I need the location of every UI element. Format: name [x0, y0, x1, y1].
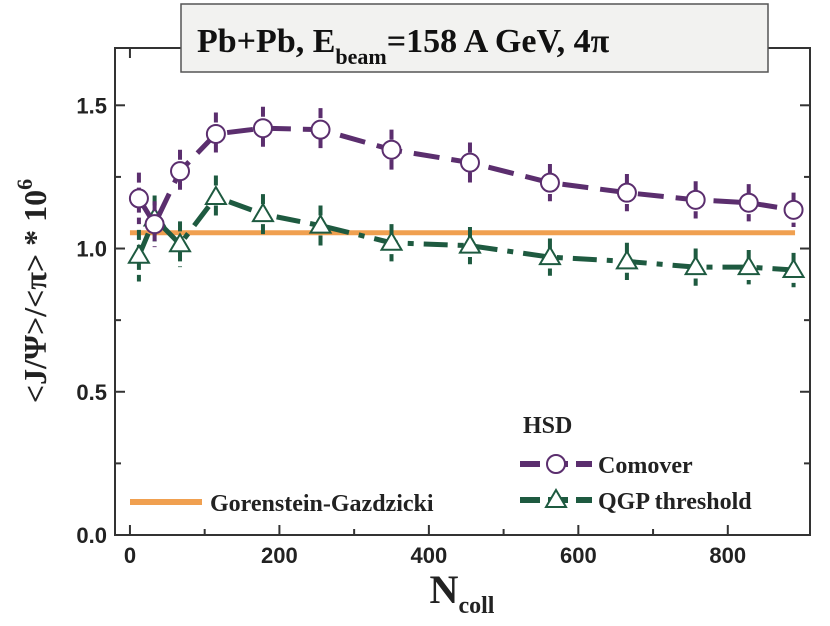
x-axis-title: Ncoll	[430, 567, 495, 619]
legend-header: HSD	[523, 413, 572, 439]
legend-label-qgp: QGP threshold	[598, 489, 752, 515]
data-point-qgp-threshold	[168, 232, 192, 253]
legend-marker-qgp	[544, 488, 568, 508]
data-point-qgp-threshold	[538, 245, 562, 266]
data-point-qgp-threshold	[251, 202, 275, 223]
x-tick-label: 800	[709, 543, 746, 568]
legend-label-gorenstein: Gorenstein-Gazdzicki	[210, 491, 434, 517]
plot-area	[114, 47, 811, 536]
x-tick-label: 600	[560, 543, 597, 568]
data-point-comover	[381, 139, 402, 160]
data-point-qgp-threshold	[204, 184, 228, 205]
x-tick-label: 200	[261, 543, 298, 568]
data-point-qgp-threshold	[127, 243, 151, 264]
legend: HSD Comover QGP threshold Gorenstein-Gaz…	[130, 413, 752, 517]
title-subscript: beam	[335, 44, 386, 69]
legend-marker-comover	[546, 454, 566, 474]
y-tick-label: 0.5	[76, 380, 107, 405]
legend-item-gorenstein: Gorenstein-Gazdzicki	[130, 491, 434, 517]
legend-label-comover: Comover	[598, 453, 693, 479]
data-point-qgp-threshold	[781, 258, 806, 279]
data-point-qgp-threshold	[379, 230, 404, 251]
data-point-qgp-threshold	[615, 249, 639, 270]
data-point-qgp-threshold	[736, 255, 761, 276]
data-point-comover	[459, 152, 480, 173]
y-axis-title: <J/Ψ>/<π> * 106	[12, 179, 53, 403]
y-tick-label: 1.5	[76, 93, 107, 118]
data-point-qgp-threshold	[683, 255, 708, 276]
title-main: Pb+Pb, E	[197, 23, 335, 60]
data-point-comover	[738, 192, 759, 213]
data-point-comover	[252, 118, 273, 139]
title-box	[180, 3, 769, 73]
x-tick-label: 400	[411, 543, 448, 568]
y-axis-title-main: <J/Ψ>/<π> * 10	[17, 190, 53, 403]
y-tick-label: 1.0	[76, 237, 107, 262]
data-point-comover	[205, 123, 226, 144]
data-point-comover	[539, 172, 560, 193]
x-axis-title-subscript: coll	[458, 593, 494, 619]
data-point-comover	[144, 214, 165, 235]
data-point-comover	[310, 119, 331, 140]
legend-item-comover: Comover	[520, 453, 693, 479]
data-point-comover	[170, 161, 191, 182]
legend-item-qgp: QGP threshold	[520, 488, 752, 515]
title-text: Pb+Pb, Ebeam=158 A GeV, 4π	[197, 23, 610, 69]
data-point-comover	[783, 199, 804, 220]
data-point-comover	[616, 182, 637, 203]
y-tick-label: 0.0	[76, 523, 107, 548]
y-axis-title-superscript: 6	[12, 179, 37, 190]
axis-ticks: 0 200 400 600 800 0.0 0.5 1.0 1.5	[76, 48, 810, 568]
data-point-comover	[128, 188, 149, 209]
data-point-qgp-threshold	[308, 213, 333, 234]
chart-title: Pb+Pb, Ebeam=158 A GeV, 4π	[180, 3, 769, 73]
x-tick-label: 0	[124, 543, 136, 568]
x-axis-title-main: N	[430, 567, 459, 612]
title-rest: =158 A GeV, 4π	[387, 23, 610, 60]
data-point-comover	[685, 189, 706, 210]
data-point-qgp-threshold	[458, 233, 482, 254]
series-layer	[127, 106, 806, 288]
